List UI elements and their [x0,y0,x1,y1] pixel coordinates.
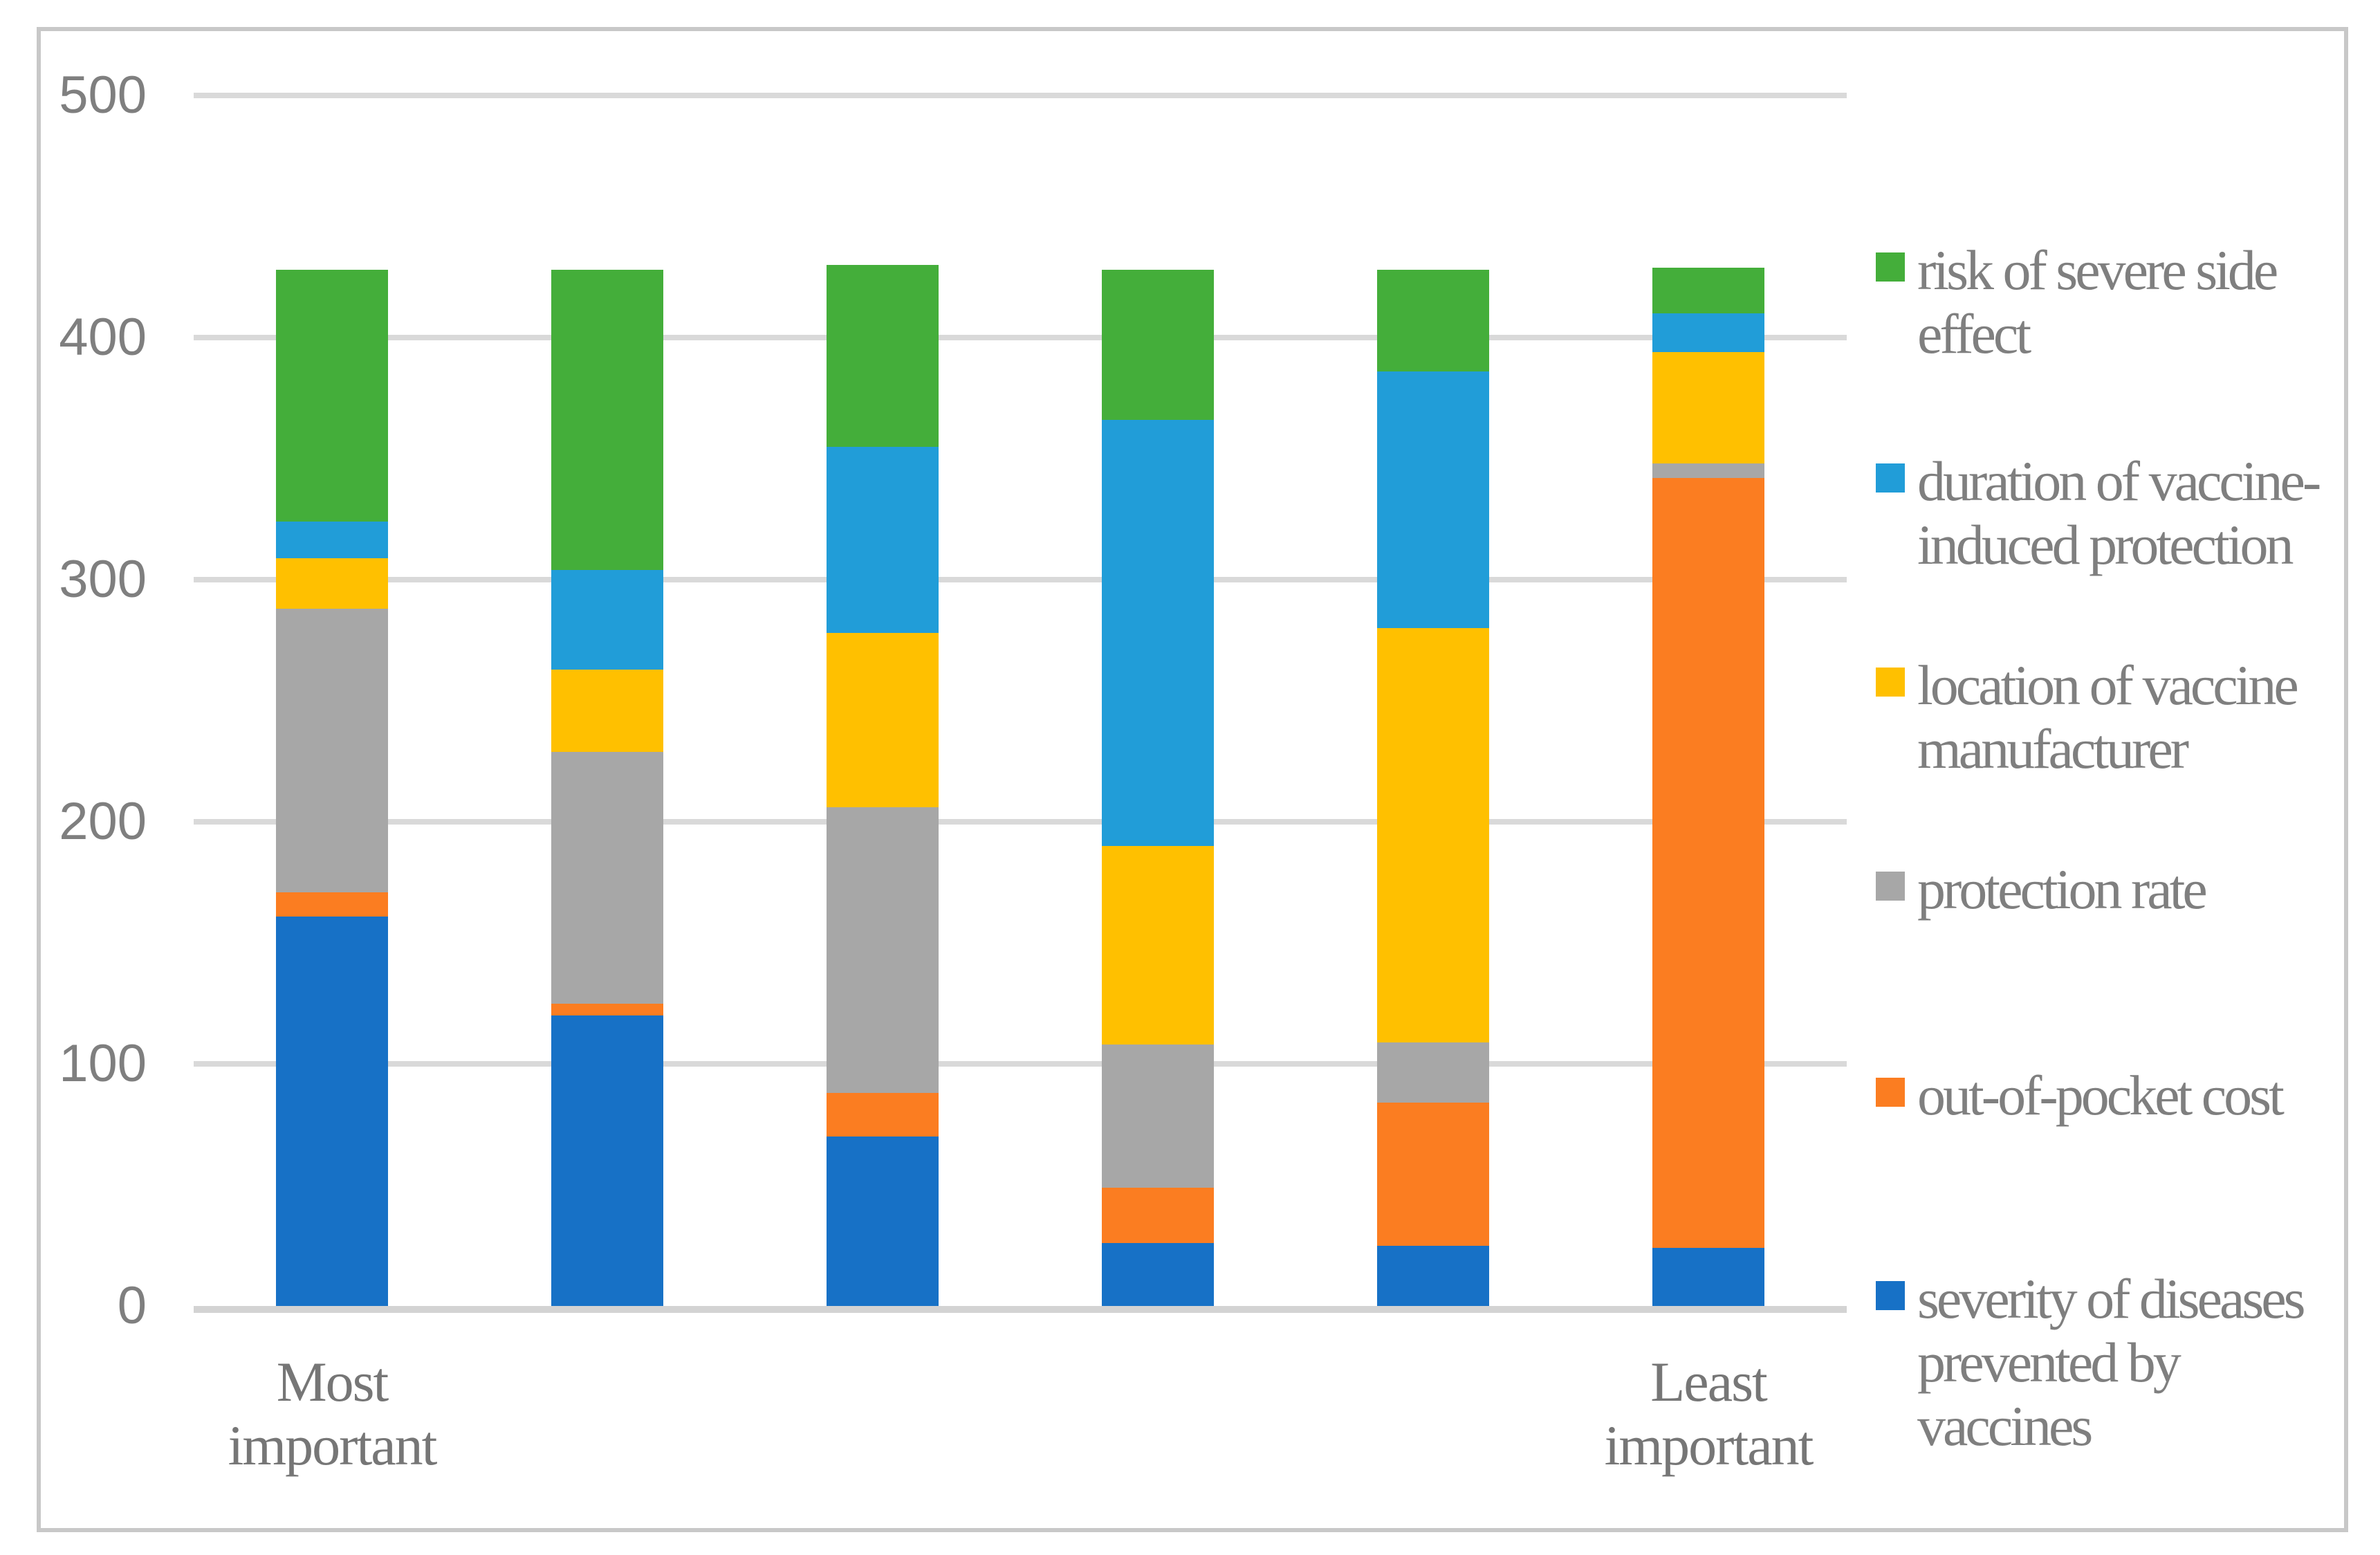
bar-segment [276,609,388,892]
bar-segment [1377,371,1489,628]
bar-segment [1102,1243,1214,1306]
gridline-500 [194,93,1847,98]
bar-segment [1377,1245,1489,1306]
bar-segment [1652,463,1764,478]
bar-segment [1102,420,1214,846]
bar-segment [551,669,663,752]
x-axis-label-least: Least important [1604,1350,1814,1477]
bar-segment [827,446,939,633]
bar-segment [1652,313,1764,352]
bar-segment [827,1093,939,1137]
bar-segment [1102,1045,1214,1188]
bar-segment [551,270,663,570]
x-axis-baseline [194,1306,1847,1313]
y-tick-label-200: 200 [59,792,147,851]
bar-segment [1652,352,1764,463]
legend-swatch-icon [1876,252,1905,282]
bar-segment [1652,478,1764,1248]
bar-segment [827,633,939,807]
bar-segment [276,270,388,522]
bar-segment [551,1015,663,1306]
bar-segment [1377,270,1489,371]
gridline-400 [194,335,1847,340]
legend-label: risk of severe side effect [1917,239,2278,365]
bar-segment [551,1003,663,1015]
bar-segment [1377,1103,1489,1246]
bar-segment [276,892,388,917]
bar-segment [276,916,388,1306]
legend-label: protection rate [1917,858,2208,921]
legend-label: duration of vaccine-induced protection [1917,450,2321,576]
bar-segment [1102,1187,1214,1243]
gridline-300 [194,577,1847,582]
x-axis-label-most: Most important [228,1350,438,1477]
bar-segment [1377,1042,1489,1103]
y-tick-label-100: 100 [59,1034,147,1093]
legend-label: severity of diseases prevented by vaccines [1917,1267,2306,1457]
y-tick-label-300: 300 [59,550,147,609]
bar-segment [1102,270,1214,420]
bar-segment [276,558,388,609]
bar-segment [1652,1248,1764,1306]
bar-segment [1102,846,1214,1045]
bar-segment [551,751,663,1004]
y-tick-label-500: 500 [59,66,147,125]
bar-segment [551,570,663,670]
legend-swatch-icon [1876,1281,1905,1310]
gridline-100 [194,1061,1847,1067]
bar-segment [276,522,388,558]
bar-segment [827,1137,939,1306]
bar-segment [1652,267,1764,313]
legend-swatch-icon [1876,668,1905,697]
legend-swatch-icon [1876,463,1905,493]
legend-swatch-icon [1876,872,1905,901]
y-tick-label-400: 400 [59,308,147,367]
legend-label: location of vaccine manufacturer [1917,654,2299,780]
legend-label: out-of-pocket cost [1917,1064,2285,1127]
gridline-200 [194,819,1847,825]
bar-segment [827,807,939,1093]
y-tick-label-0: 0 [117,1276,147,1335]
bar-segment [827,265,939,447]
chart-outer-border [37,27,2348,1532]
bar-segment [1377,628,1489,1042]
legend-swatch-icon [1876,1078,1905,1107]
